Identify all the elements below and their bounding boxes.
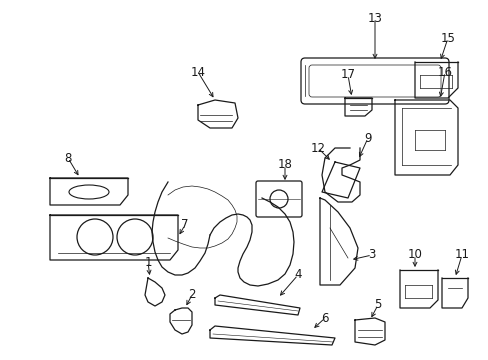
Text: 12: 12 bbox=[310, 141, 325, 154]
Text: 15: 15 bbox=[440, 31, 454, 45]
FancyBboxPatch shape bbox=[301, 58, 448, 104]
Text: 5: 5 bbox=[373, 298, 381, 311]
Text: 17: 17 bbox=[340, 68, 355, 81]
Text: 13: 13 bbox=[367, 12, 382, 24]
Text: 8: 8 bbox=[64, 152, 72, 165]
Text: 3: 3 bbox=[367, 248, 375, 261]
Text: 9: 9 bbox=[364, 131, 371, 144]
Text: 6: 6 bbox=[321, 311, 328, 324]
Text: 2: 2 bbox=[188, 288, 195, 302]
Text: 14: 14 bbox=[190, 66, 205, 78]
Text: 10: 10 bbox=[407, 248, 422, 261]
Text: 16: 16 bbox=[437, 66, 451, 78]
Text: 18: 18 bbox=[277, 158, 292, 171]
Text: 11: 11 bbox=[453, 248, 468, 261]
Text: 4: 4 bbox=[294, 269, 301, 282]
Text: 1: 1 bbox=[144, 256, 151, 269]
FancyBboxPatch shape bbox=[256, 181, 302, 217]
Text: 7: 7 bbox=[181, 219, 188, 231]
